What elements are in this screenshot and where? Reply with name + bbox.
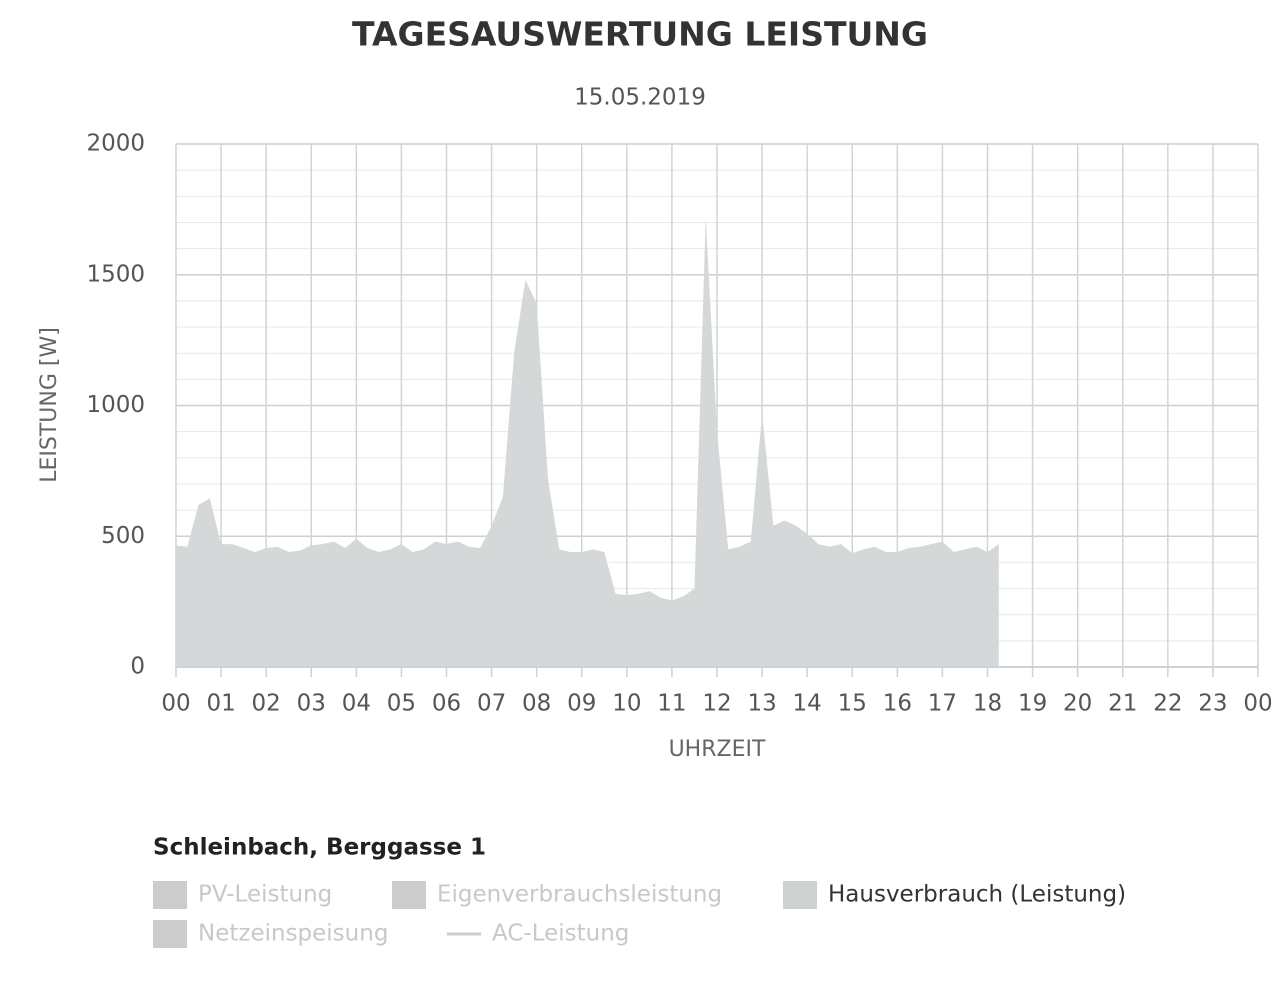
y-axis-title: LEISTUNG [W] — [37, 327, 62, 483]
x-tick-label: 02 — [252, 691, 281, 717]
y-tick-label: 1000 — [86, 392, 145, 418]
x-tick-label: 00 — [1243, 691, 1272, 717]
legend-label[interactable]: AC-Leistung — [492, 921, 629, 947]
x-tick-label: 13 — [747, 691, 776, 717]
x-tick-label: 21 — [1108, 691, 1137, 717]
x-tick-label: 06 — [432, 691, 461, 717]
y-tick-label: 2000 — [86, 131, 145, 157]
x-tick-label: 03 — [297, 691, 326, 717]
x-tick-label: 10 — [612, 691, 641, 717]
legend-symbol — [392, 881, 426, 909]
legend-title: Schleinbach, Berggasse 1 — [153, 835, 486, 861]
legend-label[interactable]: Netzeinspeisung — [198, 921, 388, 947]
area — [176, 217, 999, 667]
chart-subtitle: 15.05.2019 — [574, 85, 706, 111]
x-tick-label: 23 — [1198, 691, 1227, 717]
x-tick-label: 15 — [838, 691, 867, 717]
x-tick-label: 04 — [342, 691, 371, 717]
x-tick-label: 07 — [477, 691, 506, 717]
legend-label[interactable]: Eigenverbrauchsleistung — [437, 882, 722, 908]
x-tick-label: 22 — [1153, 691, 1182, 717]
x-tick-label: 19 — [1018, 691, 1047, 717]
x-tick-label: 18 — [973, 691, 1002, 717]
x-tick-label: 05 — [387, 691, 416, 717]
y-tick-label: 500 — [101, 523, 145, 549]
legend-label[interactable]: Hausverbrauch (Leistung) — [828, 882, 1126, 908]
legend-symbol — [783, 881, 817, 909]
x-tick-label: 01 — [206, 691, 235, 717]
x-tick-label: 00 — [161, 691, 190, 717]
x-tick-label: 16 — [883, 691, 912, 717]
legend-label[interactable]: PV-Leistung — [198, 882, 332, 908]
chart-title: TAGESAUSWERTUNG LEISTUNG — [352, 15, 928, 54]
x-tick-label: 08 — [522, 691, 551, 717]
x-tick-label: 09 — [567, 691, 596, 717]
y-tick-label: 0 — [130, 654, 145, 680]
x-tick-label: 14 — [793, 691, 822, 717]
legend-symbol — [153, 920, 187, 948]
x-axis-title: UHRZEIT — [669, 737, 766, 762]
x-tick-label: 11 — [657, 691, 686, 717]
x-tick-label: 17 — [928, 691, 957, 717]
x-tick-label: 20 — [1063, 691, 1092, 717]
y-tick-label: 1500 — [86, 261, 145, 287]
x-tick-label: 12 — [702, 691, 731, 717]
legend-symbol — [153, 881, 187, 909]
